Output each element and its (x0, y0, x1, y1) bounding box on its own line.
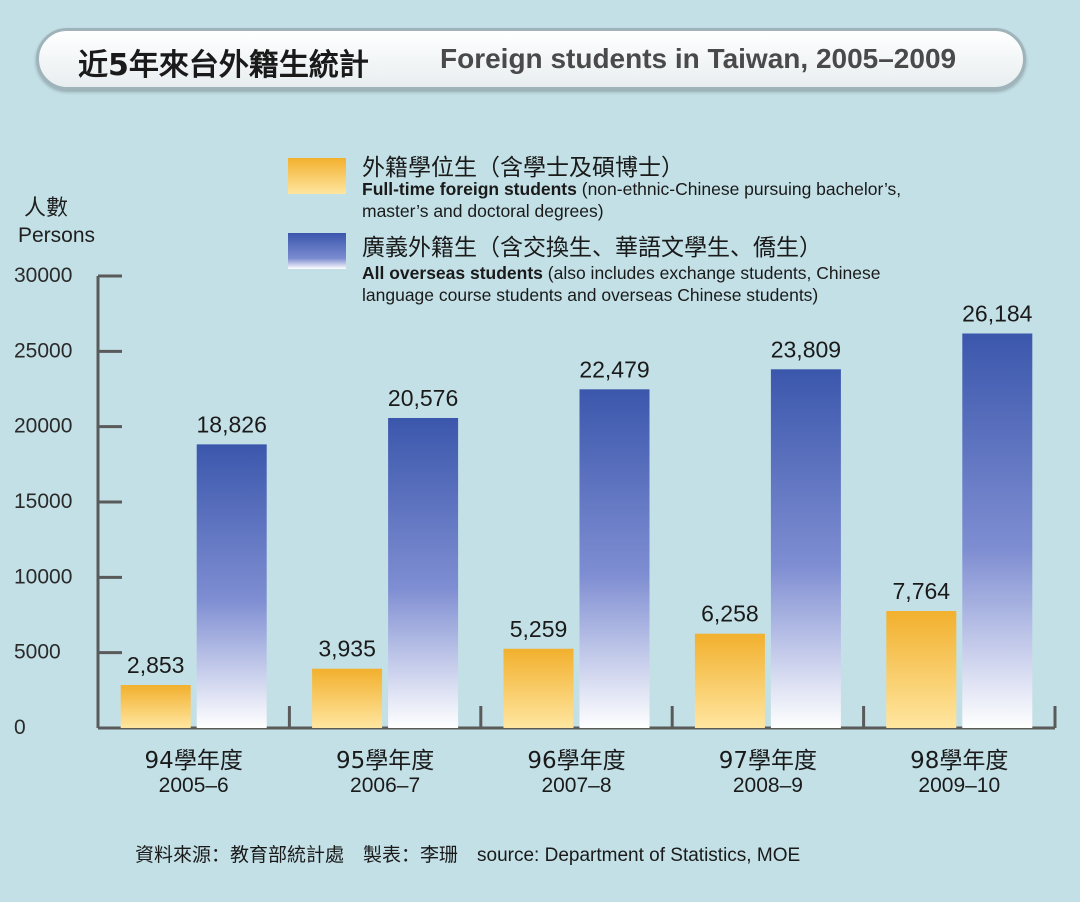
data-label-overseas: 20,576 (388, 385, 458, 411)
data-label-overseas: 26,184 (962, 300, 1033, 326)
x-category-label-english: 2008–9 (733, 774, 803, 797)
data-label-overseas: 23,809 (771, 336, 841, 362)
legend-swatch-overseas (288, 233, 346, 269)
y-tick-label: 0 (14, 716, 26, 739)
legend-full-time-chinese: 外籍學位生（含學士及碩博士） (362, 155, 684, 181)
x-category-label-chinese: 94學年度 (145, 748, 243, 774)
legend-full-time-english: Full-time foreign students (non-ethnic-C… (362, 178, 901, 200)
bar-full-time (886, 611, 957, 728)
bar-overseas (770, 369, 841, 728)
legend-swatch-full-time (288, 158, 346, 194)
data-label-full-time: 5,259 (510, 616, 568, 642)
title-banner (36, 28, 1026, 90)
y-tick-label: 25000 (14, 339, 72, 362)
data-label-full-time: 2,853 (127, 652, 185, 678)
x-category-label-english: 2005–6 (159, 774, 229, 797)
x-category-label-chinese: 98學年度 (910, 748, 1008, 774)
bar-overseas (196, 444, 267, 728)
x-category-label-chinese: 95學年度 (336, 748, 434, 774)
bar-full-time (120, 685, 191, 728)
bar-overseas (388, 417, 459, 728)
chart-title-english: Foreign students in Taiwan, 2005–2009 (440, 43, 957, 74)
legend-overseas-note-2: language course students and overseas Ch… (362, 285, 819, 305)
bar-full-time (503, 648, 574, 728)
data-label-overseas: 18,826 (197, 411, 267, 437)
legend-full-time-note-2: master’s and doctoral degrees) (362, 201, 604, 221)
chart-title-chinese: 近5年來台外籍生統計 (78, 48, 369, 83)
source-note: 資料來源：教育部統計處 製表：李珊 source: Department of … (135, 840, 800, 867)
legend-overseas-english: All overseas students (also includes exc… (362, 262, 880, 284)
x-category-label-chinese: 97學年度 (719, 748, 817, 774)
data-label-overseas: 22,479 (579, 356, 649, 382)
bar-overseas (579, 389, 650, 728)
x-category-label-english: 2009–10 (918, 774, 1000, 797)
x-category-label-english: 2007–8 (541, 774, 611, 797)
bar-overseas (962, 333, 1033, 728)
source-chinese: 資料來源：教育部統計處 製表：李珊 (135, 844, 459, 866)
source-english: source: Department of Statistics, MOE (477, 845, 801, 866)
legend-overseas-note-1: (also includes exchange students, Chines… (542, 263, 881, 283)
y-axis-unit-chinese: 人數 (24, 196, 69, 221)
y-tick-label: 5000 (14, 641, 61, 664)
y-tick-label: 15000 (14, 490, 72, 513)
y-tick-label: 10000 (14, 565, 72, 588)
data-label-full-time: 6,258 (701, 601, 759, 627)
x-category-label-chinese: 96學年度 (527, 748, 625, 774)
x-category-label-english: 2006–7 (350, 774, 420, 797)
bar-full-time (694, 633, 765, 728)
data-label-full-time: 3,935 (318, 636, 376, 662)
bar-full-time (312, 668, 383, 728)
legend-overseas-title: All overseas students (362, 263, 543, 283)
legend-full-time-title: Full-time foreign students (362, 179, 577, 199)
data-label-full-time: 7,764 (893, 578, 951, 604)
y-axis-unit-english: Persons (18, 224, 96, 247)
y-tick-label: 30000 (14, 264, 72, 287)
legend-full-time-note-1: (non-ethnic-Chinese pursuing bachelor’s, (576, 179, 902, 199)
legend-overseas-chinese: 廣義外籍生（含交換生、華語文學生、僑生） (362, 235, 822, 261)
y-tick-label: 20000 (14, 415, 72, 438)
